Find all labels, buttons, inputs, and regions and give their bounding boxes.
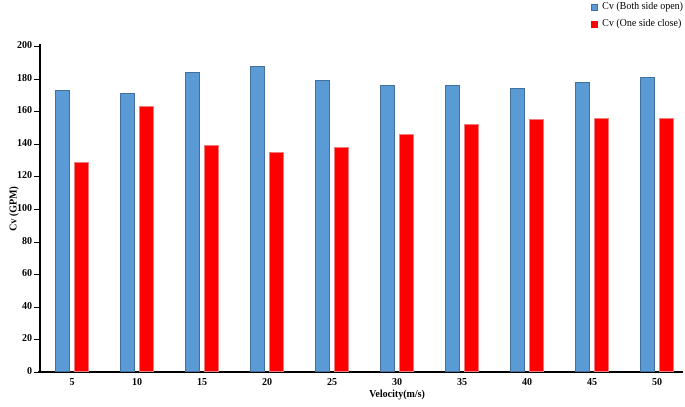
- x-tick-label: 15: [197, 377, 207, 388]
- y-tick-mark: [34, 339, 39, 341]
- bar-one-side-close-20: [269, 152, 284, 372]
- x-tick-label: 35: [457, 377, 467, 388]
- legend-item-both-side-open: Cv (Both side open): [591, 1, 683, 13]
- y-tick-mark: [34, 209, 39, 210]
- y-tick-mark: [34, 143, 39, 145]
- x-tick-label: 30: [392, 377, 402, 388]
- x-tick-label: 25: [327, 377, 337, 388]
- x-tick-label: 45: [587, 377, 597, 388]
- y-tick-label: 120: [17, 170, 32, 182]
- chart-legend: Cv (Both side open) Cv (One side close): [591, 1, 683, 35]
- y-tick-label: 160: [17, 105, 32, 117]
- y-tick-label: 0: [27, 366, 32, 377]
- y-tick-mark: [34, 372, 39, 373]
- y-tick-mark: [34, 46, 39, 47]
- bar-both-side-open-25: [315, 80, 330, 372]
- y-tick-mark: [34, 241, 39, 243]
- bar-one-side-close-15: [204, 145, 219, 372]
- bar-one-side-close-30: [399, 134, 414, 372]
- y-tick-label: 40: [22, 300, 32, 312]
- x-tick-label: 20: [262, 377, 272, 388]
- y-tick-label: 80: [22, 235, 32, 247]
- legend-swatch-blue-icon: [591, 3, 599, 11]
- y-tick-mark: [34, 306, 39, 308]
- legend-label: Cv (One side close): [602, 18, 682, 29]
- bar-one-side-close-35: [464, 124, 479, 372]
- bar-one-side-close-5: [74, 162, 89, 372]
- x-tick-label: 10: [132, 377, 142, 388]
- x-tick-label: 40: [522, 377, 532, 388]
- bar-both-side-open-35: [445, 85, 460, 372]
- legend-item-one-side-close: Cv (One side close): [591, 18, 683, 30]
- bar-both-side-open-5: [55, 90, 70, 372]
- bar-both-side-open-45: [575, 82, 590, 372]
- y-tick-label: 200: [17, 40, 32, 51]
- x-axis-line: [38, 371, 683, 373]
- y-tick-mark: [34, 274, 39, 276]
- bar-both-side-open-15: [185, 72, 200, 372]
- x-tick-label: 5: [69, 377, 75, 388]
- legend-swatch-red-icon: [591, 20, 599, 28]
- bar-one-side-close-50: [659, 118, 674, 372]
- y-tick-mark: [34, 78, 39, 80]
- y-tick-label: 20: [22, 333, 32, 345]
- bar-both-side-open-50: [640, 77, 655, 372]
- bar-one-side-close-10: [139, 106, 154, 372]
- bar-both-side-open-40: [510, 88, 525, 372]
- bar-both-side-open-20: [250, 66, 265, 372]
- bar-one-side-close-40: [529, 119, 544, 372]
- y-tick-mark: [34, 111, 39, 113]
- bar-both-side-open-10: [120, 93, 135, 372]
- y-tick-label: 180: [17, 72, 32, 84]
- x-tick-label: 50: [652, 377, 662, 388]
- legend-label: Cv (Both side open): [602, 1, 683, 12]
- y-axis-line: [39, 44, 41, 373]
- bar-one-side-close-45: [594, 118, 609, 372]
- y-tick-label: 140: [17, 137, 32, 149]
- bar-both-side-open-30: [380, 85, 395, 372]
- bar-one-side-close-25: [334, 147, 349, 372]
- y-tick-mark: [34, 176, 39, 178]
- y-tick-label: 60: [22, 268, 32, 280]
- y-tick-label: 100: [17, 203, 32, 214]
- x-axis-title: Velocity(m/s): [369, 389, 425, 400]
